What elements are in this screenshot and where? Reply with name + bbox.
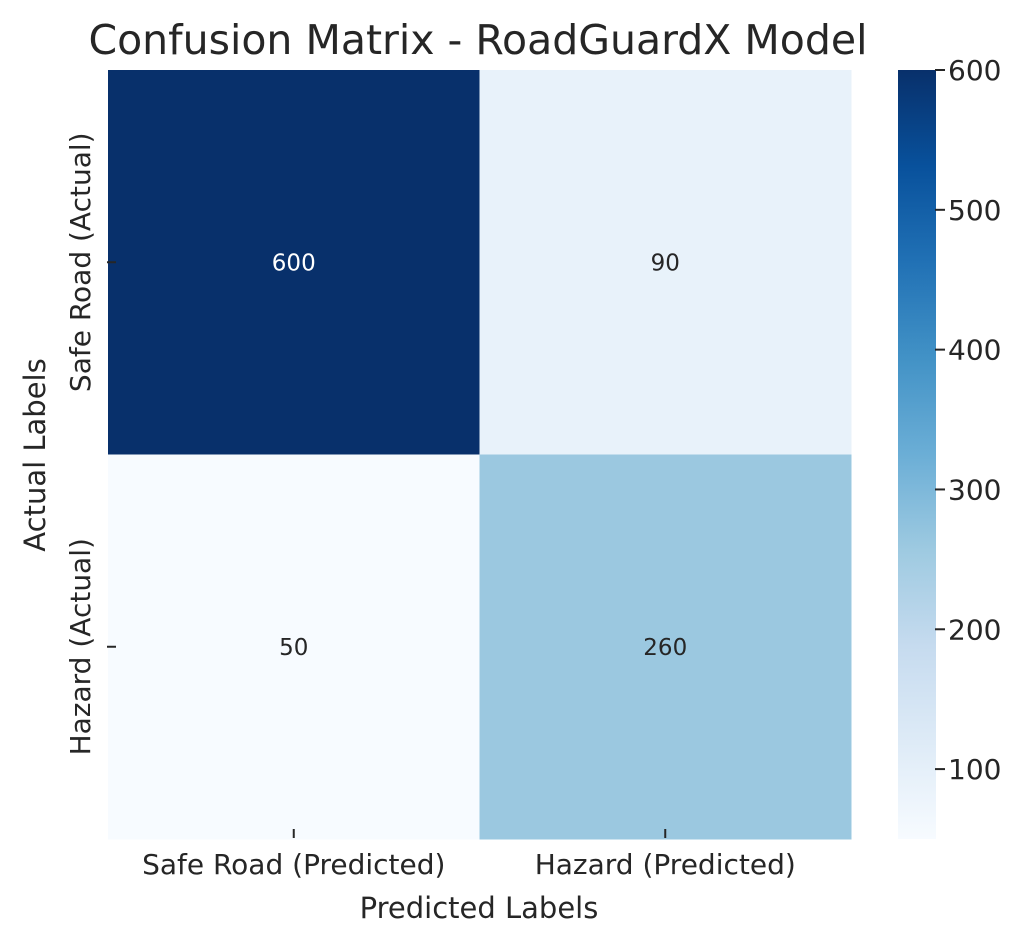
colorbar-ticks: 100 200 300 400 500 600 — [935, 54, 1001, 786]
heatmap-cell — [108, 454, 480, 840]
y-axis-ticks: Safe Road (Actual) Hazard (Actual) — [64, 132, 116, 755]
x-axis-label: Predicted Labels — [360, 891, 599, 925]
cell-value-label: 90 — [651, 250, 680, 276]
heatmap-cell — [479, 454, 852, 840]
cell-value-label: 50 — [279, 635, 308, 661]
cell-value-label: 260 — [643, 635, 687, 661]
colorbar — [898, 70, 936, 839]
colorbar-tick-label: 500 — [948, 194, 1001, 227]
colorbar-tick-label: 200 — [948, 613, 1001, 646]
cell-value-label: 600 — [272, 250, 316, 276]
colorbar-tick-label: 100 — [948, 753, 1001, 786]
y-tick-label: Safe Road (Actual) — [64, 132, 97, 392]
colorbar-tick-label: 600 — [948, 54, 1001, 87]
y-tick-label: Hazard (Actual) — [64, 538, 97, 755]
heatmap-cell — [108, 70, 480, 455]
colorbar-tick-label: 400 — [948, 334, 1001, 367]
y-axis-label: Actual Labels — [18, 358, 52, 551]
heatmap-cell — [479, 70, 852, 455]
chart-title: Confusion Matrix - RoadGuardX Model — [88, 16, 867, 64]
x-axis-ticks: Safe Road (Predicted) Hazard (Predicted) — [142, 829, 796, 881]
heatmap-cells: 600 90 50 260 — [108, 70, 852, 840]
x-tick-label: Hazard (Predicted) — [535, 848, 796, 881]
x-tick-label: Safe Road (Predicted) — [142, 848, 445, 881]
colorbar-tick-label: 300 — [948, 473, 1001, 506]
